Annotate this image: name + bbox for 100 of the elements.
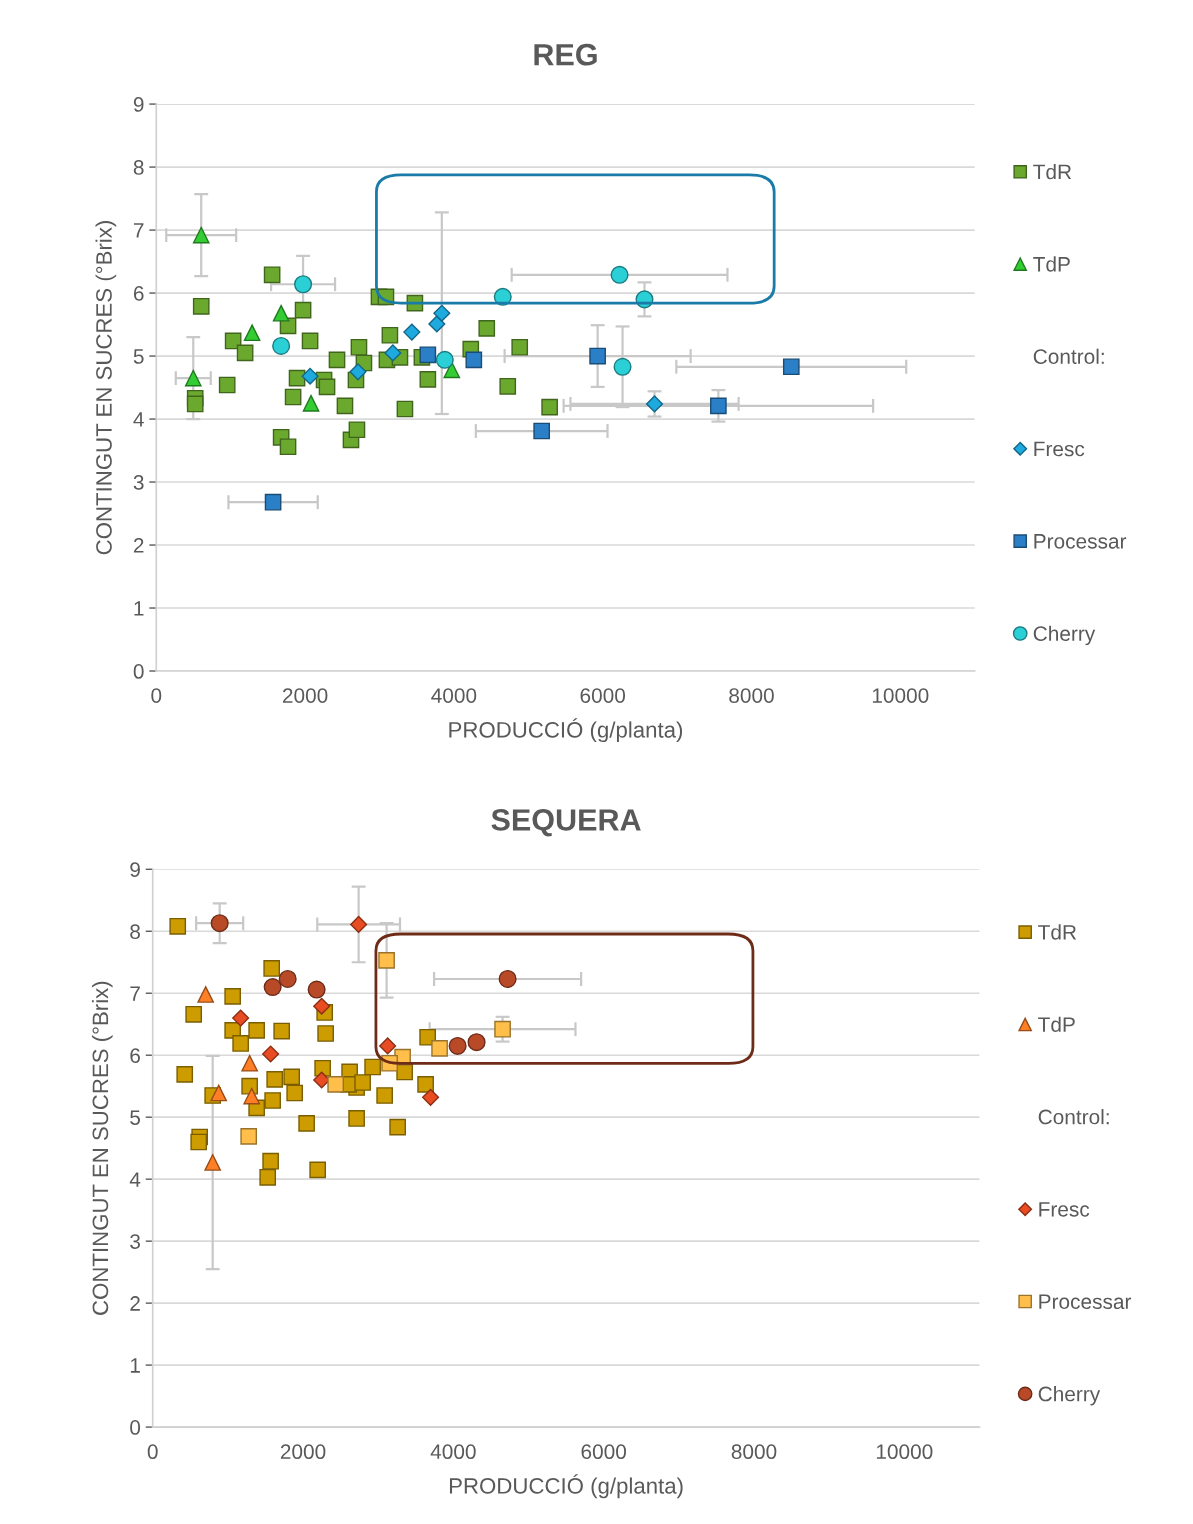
point: [218, 376, 236, 394]
y-tick-label: 2: [133, 538, 144, 553]
point: [498, 969, 517, 989]
point: [589, 347, 606, 365]
point: [266, 1071, 284, 1088]
point: [613, 357, 632, 376]
point: [224, 988, 242, 1005]
point: [376, 1087, 393, 1104]
point: [349, 363, 367, 381]
point: [494, 1020, 511, 1038]
y-tick-label: 3: [133, 475, 144, 490]
point: [431, 1040, 448, 1057]
x-tick-label: 4000: [430, 1444, 476, 1460]
point: [396, 400, 414, 418]
point: [278, 969, 297, 989]
point: [301, 332, 319, 350]
point: [210, 914, 229, 933]
point: [511, 338, 529, 356]
point: [328, 351, 346, 369]
legend-label: Fresc: [1034, 441, 1085, 457]
point: [286, 1084, 304, 1102]
point: [403, 323, 421, 341]
legend-label: Cherry: [1033, 625, 1096, 646]
y-tick-label: 9: [130, 862, 140, 878]
point: [422, 1088, 440, 1106]
point: [283, 1068, 301, 1086]
y-tick-label: 6: [133, 286, 144, 301]
point: [279, 438, 297, 456]
point: [264, 1092, 281, 1109]
point: [294, 275, 313, 294]
point: [710, 397, 727, 415]
legend-title: Control:: [1033, 348, 1104, 364]
point: [417, 1076, 434, 1093]
point: [262, 1045, 280, 1063]
x-tick-label: 8000: [731, 1444, 777, 1460]
legend-label: TdR: [1033, 164, 1072, 180]
point: [448, 1036, 467, 1055]
point: [541, 398, 558, 416]
chart-title: REG: [534, 43, 597, 66]
y-axis-title: CONTINGUT EN SUCRES (°Brix): [91, 981, 113, 1315]
point: [232, 1009, 250, 1027]
point: [419, 346, 437, 364]
point: [263, 960, 281, 977]
x-tick-label: 0: [151, 688, 162, 703]
point: [348, 1110, 365, 1127]
point: [243, 324, 261, 342]
point: [443, 361, 461, 379]
point: [197, 986, 215, 1003]
x-tick-label: 6000: [580, 688, 626, 703]
y-tick-label: 8: [133, 160, 144, 175]
point: [248, 1022, 265, 1039]
point: [533, 422, 551, 440]
point: [176, 1066, 194, 1083]
x-tick-label: 10000: [872, 688, 929, 703]
point: [381, 326, 399, 344]
point: [307, 980, 326, 999]
point: [467, 1033, 486, 1052]
point: [433, 304, 451, 322]
point: [478, 320, 496, 337]
y-tick-label: 5: [133, 349, 144, 364]
point: [645, 395, 664, 413]
y-tick-label: 9: [133, 97, 144, 112]
point: [435, 350, 454, 369]
point: [350, 338, 368, 356]
y-axis-title: CONTINGUT EN SUCRES (°Brix): [95, 221, 117, 555]
point: [419, 371, 437, 388]
legend-title: Control:: [1038, 1109, 1109, 1125]
point: [263, 978, 282, 997]
point: [204, 1154, 222, 1171]
point: [169, 917, 187, 935]
point: [294, 301, 312, 319]
point: [499, 377, 517, 395]
point: [350, 915, 368, 934]
point: [192, 226, 210, 244]
point: [318, 378, 336, 396]
y-tick-label: 7: [133, 223, 144, 238]
point: [184, 369, 202, 387]
y-tick-label: 8: [130, 924, 140, 940]
point: [313, 997, 331, 1015]
point: [302, 394, 320, 412]
x-tick-label: 6000: [581, 1444, 627, 1460]
point: [243, 1087, 261, 1105]
y-tick-label: 4: [129, 1172, 141, 1187]
legend-label: Processar: [1034, 534, 1127, 549]
point: [610, 265, 629, 284]
legend-label: Cherry: [1038, 1386, 1101, 1406]
y-tick-label: 5: [130, 1110, 141, 1125]
chart-title: SEQUERA: [491, 809, 641, 837]
point: [232, 1035, 249, 1052]
point: [309, 1161, 327, 1179]
point: [298, 1115, 315, 1132]
point: [273, 1022, 291, 1040]
y-tick-label: 7: [130, 986, 140, 1001]
point: [259, 1168, 277, 1186]
point: [284, 388, 302, 406]
point: [378, 952, 395, 969]
point: [354, 1074, 371, 1091]
point: [240, 1128, 258, 1145]
legend-label: TdP: [1033, 256, 1070, 272]
legend-label: TdP: [1038, 1016, 1075, 1032]
